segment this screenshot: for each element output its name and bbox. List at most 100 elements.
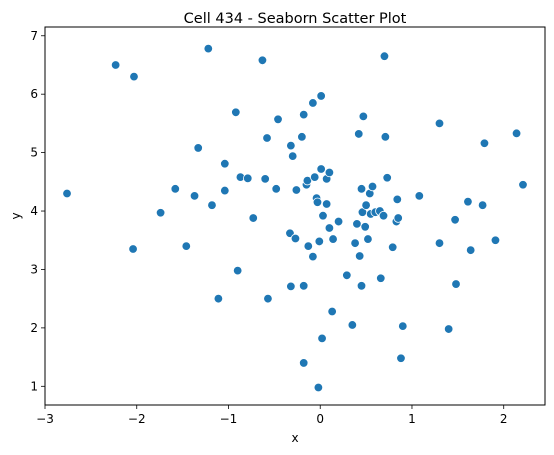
data-point <box>376 273 386 283</box>
data-point <box>129 71 139 82</box>
data-point <box>393 213 403 223</box>
data-point <box>347 320 358 330</box>
data-point <box>398 321 408 331</box>
data-point <box>463 196 473 207</box>
data-point <box>450 215 460 225</box>
data-point <box>299 281 309 291</box>
y-axis: 1 2 3 4 5 6 7 <box>30 29 45 393</box>
data-point <box>128 244 138 254</box>
data-point <box>257 55 268 66</box>
data-point <box>477 200 488 210</box>
data-point <box>308 98 318 108</box>
y-tick-label: 7 <box>30 29 38 43</box>
data-point <box>286 281 296 292</box>
data-point <box>288 151 298 161</box>
data-point <box>286 140 296 151</box>
data-point <box>465 245 476 255</box>
data-point <box>232 265 243 276</box>
y-tick-label: 1 <box>30 379 38 393</box>
y-tick-label: 3 <box>30 262 38 276</box>
y-tick-label: 2 <box>30 321 38 335</box>
data-point <box>297 132 307 142</box>
data-point <box>155 208 166 218</box>
data-point <box>511 128 522 139</box>
x-tick-label: 2 <box>500 412 508 426</box>
data-point <box>231 107 241 117</box>
data-point <box>189 191 200 201</box>
data-point <box>354 129 364 139</box>
data-point <box>110 60 121 70</box>
y-tick-label: 6 <box>30 87 38 101</box>
data-point <box>62 188 72 199</box>
data-point <box>273 114 283 125</box>
data-point <box>327 306 337 317</box>
data-point <box>434 238 445 248</box>
data-point <box>291 185 302 195</box>
data-point <box>312 197 323 207</box>
data-point <box>314 236 325 247</box>
x-tick-label: 0 <box>316 412 324 426</box>
data-point <box>203 43 214 54</box>
data-point <box>434 118 445 129</box>
data-point <box>382 173 392 183</box>
data-point <box>367 181 378 192</box>
chart-title: Cell 434 - Seaborn Scatter Plot <box>184 11 407 27</box>
data-point <box>379 51 390 61</box>
data-point <box>358 111 369 122</box>
data-point <box>243 173 253 184</box>
x-tick-label: −3 <box>36 412 54 426</box>
data-point <box>360 222 370 232</box>
y-axis-label: y <box>9 212 23 219</box>
data-point <box>443 324 454 334</box>
data-point <box>333 216 344 227</box>
data-point <box>321 199 332 209</box>
data-point <box>352 219 362 229</box>
y-tick-label: 5 <box>30 146 38 160</box>
data-point <box>271 184 281 194</box>
data-point <box>414 191 425 201</box>
data-point <box>392 194 402 205</box>
x-axis-label: x <box>291 431 298 445</box>
data-point <box>361 200 371 210</box>
data-point <box>328 234 338 244</box>
data-point <box>380 132 391 142</box>
data-point <box>260 174 270 184</box>
data-points <box>62 43 528 393</box>
data-point <box>263 293 273 304</box>
data-point <box>313 382 324 393</box>
x-tick-label: −2 <box>128 412 146 426</box>
data-point <box>490 235 501 245</box>
data-point <box>350 238 360 248</box>
data-point <box>308 251 318 262</box>
data-point <box>213 293 224 304</box>
x-tick-label: 1 <box>408 412 416 426</box>
data-point <box>518 180 528 190</box>
data-point <box>356 281 367 291</box>
x-tick-label: −1 <box>220 412 238 426</box>
data-point <box>248 213 258 223</box>
data-point <box>193 143 203 153</box>
y-tick-label: 4 <box>30 204 38 218</box>
data-point <box>317 333 327 344</box>
data-point <box>262 133 272 143</box>
data-point <box>324 223 335 233</box>
data-point <box>388 242 398 252</box>
data-point <box>354 251 365 261</box>
x-axis: −3 −2 −1 0 1 2 <box>36 405 508 426</box>
plot-area <box>44 26 546 406</box>
data-point <box>378 211 389 221</box>
data-point <box>299 109 309 120</box>
data-point <box>303 241 314 251</box>
data-point <box>310 172 320 182</box>
data-point <box>396 353 406 363</box>
data-point <box>207 200 217 210</box>
data-point <box>220 159 230 169</box>
data-point <box>170 184 180 194</box>
data-point <box>290 233 301 244</box>
data-point <box>316 164 326 174</box>
data-point <box>342 270 352 280</box>
data-point <box>299 358 309 368</box>
data-point <box>220 185 230 196</box>
data-point <box>316 91 326 101</box>
